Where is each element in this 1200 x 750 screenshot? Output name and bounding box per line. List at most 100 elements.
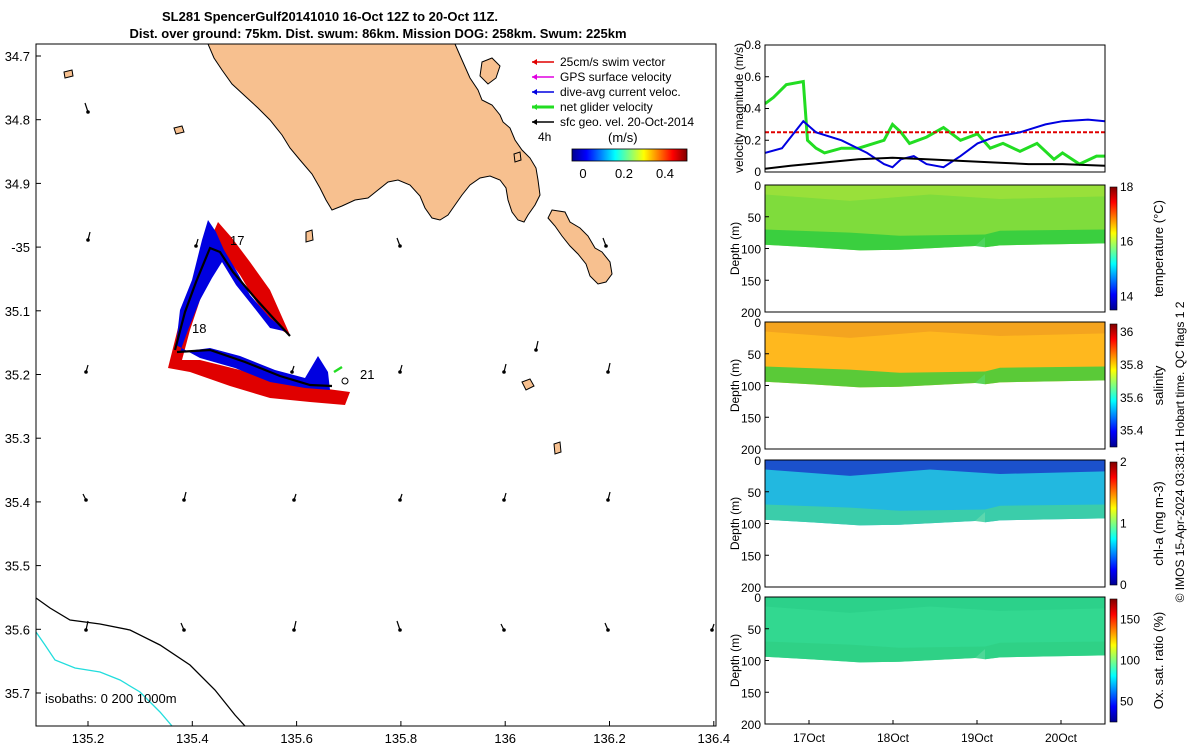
profile-field-upper	[765, 460, 1105, 476]
colorbar-tick-label: 18	[1120, 180, 1134, 194]
depth-axis-label: Depth (m)	[728, 222, 742, 275]
colorbar-tick-label: 14	[1120, 289, 1134, 303]
profile-field-lower	[765, 641, 1105, 663]
geo-arrow-head	[182, 498, 186, 502]
lon-tick-label: 135.8	[385, 731, 418, 746]
velocity-ytick-label: 0.8	[744, 38, 761, 52]
colorbar-tick-label: 35.4	[1120, 424, 1144, 438]
velocity-series-line	[765, 118, 1105, 169]
geo-arrow-head	[502, 498, 506, 502]
colorbar-tick-label: 2	[1120, 455, 1127, 469]
land-peninsula	[207, 44, 541, 223]
profile-field-upper	[765, 185, 1105, 201]
section-panel-2: 0 50 100 150 200 Depth (m) 35.4 35.6 35.8 36 salin…	[728, 316, 1166, 457]
legend-arrowhead	[532, 89, 537, 95]
section-panel-4: 0 50 100 150 200 Depth (m) 50 100 150 Ox. sat. ra…	[728, 591, 1166, 732]
title-line-2: Dist. over ground: 75km. Dist. swum: 86k…	[129, 26, 626, 41]
geo-arrow-head	[398, 498, 402, 502]
isobath-0m	[36, 597, 246, 726]
legend-arrowhead	[532, 74, 537, 80]
geo-arrow-head	[86, 238, 90, 242]
depth-tick-label: 50	[748, 623, 762, 637]
depth-axis-label: Depth (m)	[728, 634, 742, 687]
colorbar-tick-label: 0.2	[615, 166, 633, 181]
time-axis: 17Oct 18Oct 19Oct 20Oct	[793, 720, 1078, 745]
land-small-island-3	[521, 378, 535, 391]
title-line-1: SL281 SpencerGulf20141010 16-Oct 12Z to …	[162, 9, 498, 24]
profile-field-lower	[765, 229, 1105, 251]
geo-arrow-head	[84, 628, 88, 632]
day-label-18: 18	[192, 321, 206, 336]
colorbar-tick-label: 36	[1120, 325, 1134, 339]
lon-tick-label: 136.2	[593, 731, 626, 746]
copyright-note: © IMOS 15-Apr-2024 03:38:11 Hobart time.…	[1173, 301, 1187, 602]
geo-arrow-head	[502, 628, 506, 632]
legend-label: dive-avg current veloc.	[560, 85, 681, 99]
depth-tick-label: 100	[741, 380, 761, 394]
longitude-axis: 135.2 135.4 135.6 135.8 136 136.2 136.4	[72, 721, 730, 746]
day-label-21: 21	[360, 367, 374, 382]
geo-arrow-head	[292, 498, 296, 502]
land-east-island	[547, 209, 613, 285]
lat-tick-label: 35.7	[5, 686, 30, 701]
isobath-label: isobaths: 0 200 1000m	[45, 691, 177, 706]
time-tick-label: 20Oct	[1045, 731, 1078, 745]
map-panel: 17 18 21 isobaths: 0 200 1000m 34.734.83…	[5, 43, 730, 746]
map-frame	[35, 43, 717, 727]
legend-label: 25cm/s swim vector	[560, 55, 665, 69]
lat-tick-label: 34.8	[5, 113, 30, 128]
geo-arrow-head	[606, 370, 610, 374]
land-small-island-6	[553, 441, 562, 455]
colorbar-tick-label: 100	[1120, 654, 1140, 668]
profile-field-lower	[765, 504, 1105, 526]
legend-label: GPS surface velocity	[560, 70, 671, 84]
section-colorbar	[1109, 323, 1118, 448]
lat-tick-label: 35.4	[5, 495, 30, 510]
colorbar-unit: (m/s)	[608, 130, 638, 145]
velocity-panel: 0 0.2 0.4 0.6 0.8 velocity magnitude (m/s)	[732, 38, 1106, 179]
geostrophic-velocity-arrows	[82, 102, 715, 632]
colorbar-label: Ox. sat. ratio (%)	[1151, 612, 1166, 710]
section-colorbar	[1109, 461, 1118, 586]
net-velocity-mark	[333, 365, 343, 374]
depth-tick-label: 150	[741, 549, 761, 563]
legend-arrowhead	[532, 59, 537, 65]
lon-tick-label: 136	[494, 731, 516, 746]
geo-arrow-head	[84, 498, 88, 502]
depth-tick-label: 100	[741, 655, 761, 669]
velocity-ytick-label: 0.4	[744, 102, 761, 116]
colorbar-tick-label: 150	[1120, 613, 1140, 627]
profile-field-upper	[765, 597, 1105, 613]
velocity-ytick-label: 0	[754, 165, 761, 179]
velocity-series-line	[765, 79, 1105, 166]
legend-arrowhead	[532, 119, 537, 125]
lat-tick-label: 35.6	[5, 622, 30, 637]
lat-tick-label: 34.9	[5, 176, 30, 191]
time-tick-label: 19Oct	[961, 731, 994, 745]
land-small-island-5	[513, 151, 522, 163]
geo-arrow-head	[606, 498, 610, 502]
lat-tick-label: 34.7	[5, 49, 30, 64]
section-panel-3: 0 50 100 150 200 Depth (m) 0 1 2 chl-a (mg m-3)	[728, 454, 1166, 595]
depth-tick-label: 200	[741, 443, 761, 457]
geo-arrow-head	[290, 370, 294, 374]
section-colorbar	[1109, 186, 1118, 311]
velocity-frame	[764, 44, 1106, 173]
depth-tick-label: 0	[754, 591, 761, 605]
glider-track	[168, 220, 350, 405]
colorbar-label: temperature (°C)	[1151, 200, 1166, 297]
depth-tick-label: 100	[741, 243, 761, 257]
geo-arrow-head	[84, 370, 88, 374]
section-colorbar	[1109, 598, 1118, 723]
depth-tick-label: 0	[754, 179, 761, 193]
colorbar-left-label: 4h	[538, 130, 551, 144]
lon-tick-label: 135.4	[176, 731, 209, 746]
colorbar-tick-label: 35.8	[1120, 358, 1144, 372]
colorbar-tick-label: 16	[1120, 235, 1134, 249]
lon-tick-label: 135.6	[280, 731, 313, 746]
depth-tick-label: 0	[754, 316, 761, 330]
lat-tick-label: -35	[11, 240, 30, 255]
